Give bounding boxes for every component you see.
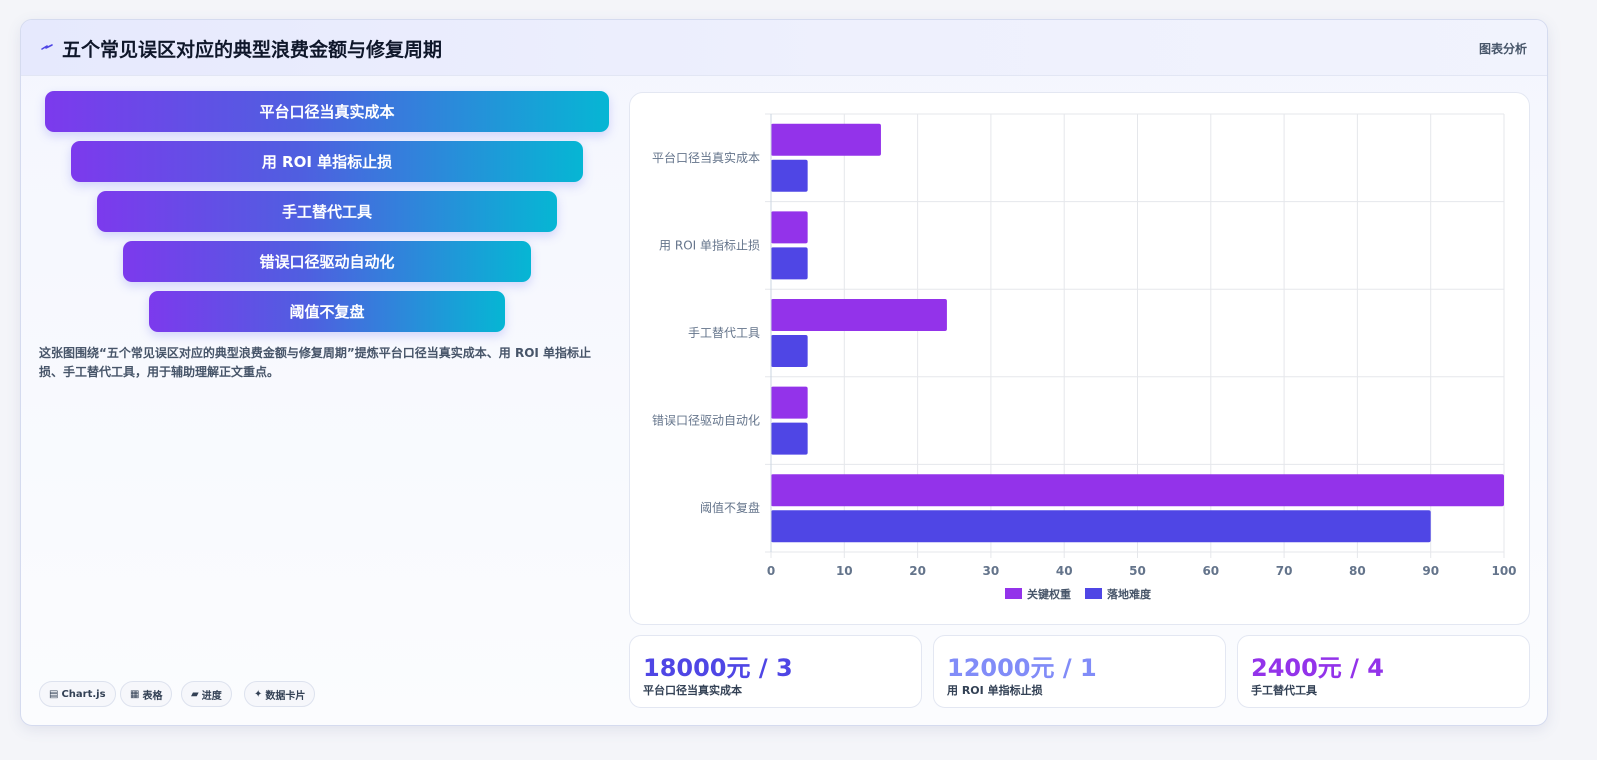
stat-label: 平台口径当真实成本 <box>643 684 742 697</box>
bar-key-weight <box>771 474 1504 507</box>
chart-icon: ▤ <box>49 688 59 700</box>
legend-swatch <box>1085 588 1102 599</box>
bar-key-weight <box>771 386 808 419</box>
chart-analysis-label[interactable]: 图表分析 <box>1478 42 1527 56</box>
chip-label: 表格 <box>142 690 163 702</box>
x-tick-label: 50 <box>1129 564 1146 578</box>
chip-label: Chart.js <box>61 688 106 700</box>
bar-difficulty <box>771 247 808 280</box>
bar-difficulty <box>771 422 808 455</box>
chip-label: 数据卡片 <box>265 690 306 702</box>
chip-label: 进度 <box>201 690 222 702</box>
stat-value: 12000元 / 1 <box>947 654 1097 682</box>
y-tick-label: 手工替代工具 <box>688 326 760 340</box>
bar-key-weight <box>771 211 808 244</box>
bar-difficulty <box>771 510 1431 543</box>
chip-chartjs[interactable]: ▤ Chart.js <box>39 681 116 707</box>
description-text: 这张图围绕“五个常见误区对应的典型浪费金额与修复周期”提炼平台口径当真实成本、用… <box>39 346 592 379</box>
sparkle-icon <box>41 44 53 50</box>
x-tick-label: 60 <box>1202 564 1219 578</box>
x-tick-label: 90 <box>1422 564 1439 578</box>
funnel-step: 手工替代工具 <box>97 191 557 232</box>
bar-difficulty <box>771 159 808 192</box>
progress-icon: ▰ <box>191 688 199 700</box>
y-tick-label: 阈值不复盘 <box>700 500 760 515</box>
x-tick-label: 10 <box>836 564 853 578</box>
bar-key-weight <box>771 299 947 331</box>
legend-label: 落地难度 <box>1107 587 1152 601</box>
legend-swatch <box>1005 588 1022 599</box>
chart-card: 五个常见误区对应的典型浪费金额与修复周期 图表分析 平台口径当真实成本 用 RO… <box>20 19 1548 726</box>
funnel-step: 平台口径当真实成本 <box>45 91 609 132</box>
card-icon: ✦ <box>254 688 263 700</box>
x-tick-label: 100 <box>1491 564 1516 578</box>
chart-panel: 平台口径当真实成本用 ROI 单指标止损手工替代工具错误口径驱动自动化阈值不复盘… <box>629 92 1530 625</box>
funnel-step: 错误口径驱动自动化 <box>123 241 531 282</box>
chip-table[interactable]: ▦ 表格 <box>120 681 173 707</box>
chip-progress[interactable]: ▰ 进度 <box>181 681 232 707</box>
x-tick-label: 40 <box>1056 564 1073 578</box>
y-tick-label: 平台口径当真实成本 <box>652 150 760 165</box>
bar-key-weight <box>771 123 881 156</box>
legend-label: 关键权重 <box>1027 587 1071 601</box>
x-tick-label: 30 <box>983 564 1000 578</box>
chip-data-card[interactable]: ✦ 数据卡片 <box>244 681 316 707</box>
stat-value: 18000元 / 3 <box>643 654 793 682</box>
stat-label: 用 ROI 单指标止损 <box>947 684 1043 697</box>
stat-label: 手工替代工具 <box>1251 684 1317 697</box>
stat-card: 2400元 / 4 手工替代工具 <box>1237 635 1530 708</box>
funnel-step: 用 ROI 单指标止损 <box>71 141 583 182</box>
x-tick-label: 0 <box>767 564 775 578</box>
card-header: 五个常见误区对应的典型浪费金额与修复周期 图表分析 <box>21 20 1547 76</box>
x-tick-label: 20 <box>909 564 926 578</box>
y-tick-label: 错误口径驱动自动化 <box>652 414 760 428</box>
page-title: 五个常见误区对应的典型浪费金额与修复周期 <box>62 39 443 61</box>
x-tick-label: 80 <box>1349 564 1366 578</box>
bar-difficulty <box>771 335 808 367</box>
stat-value: 2400元 / 4 <box>1251 654 1384 682</box>
table-icon: ▦ <box>130 688 140 700</box>
y-tick-label: 用 ROI 单指标止损 <box>659 237 760 252</box>
stat-card: 18000元 / 3 平台口径当真实成本 <box>629 635 922 708</box>
funnel-step: 阈值不复盘 <box>149 291 505 332</box>
x-tick-label: 70 <box>1276 564 1293 578</box>
stat-card: 12000元 / 1 用 ROI 单指标止损 <box>933 635 1226 708</box>
